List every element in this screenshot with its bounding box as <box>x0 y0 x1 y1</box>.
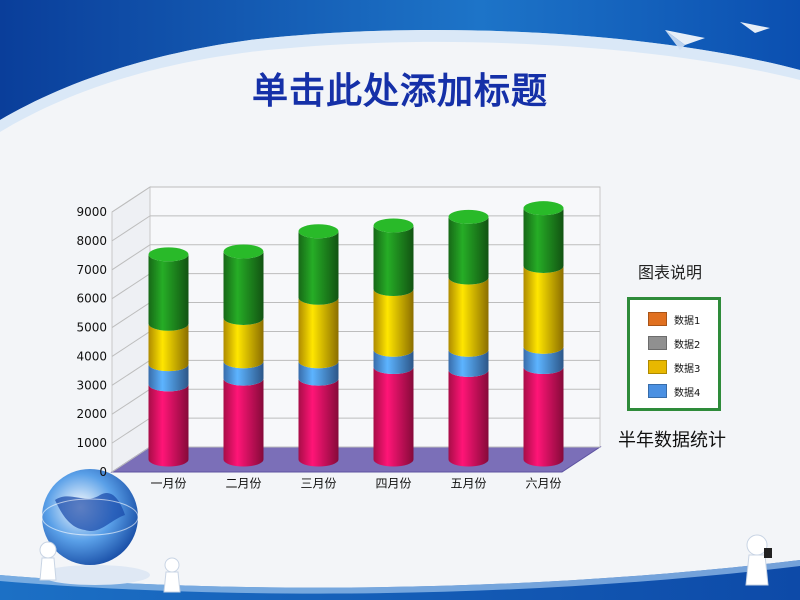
gridline-side <box>111 331 151 357</box>
gridline-side <box>111 244 151 271</box>
x-tick-label: 二月份 <box>225 477 261 491</box>
gridline-side <box>111 273 151 300</box>
figure-right-icon <box>745 534 772 586</box>
legend-label: 数据4 <box>674 387 701 399</box>
bar-segment <box>448 349 489 377</box>
x-tick-label: 五月份 <box>450 477 486 491</box>
bar-segment <box>298 378 339 467</box>
gridline-side <box>111 388 151 415</box>
legend-label: 数据3 <box>674 363 701 375</box>
legend-swatch <box>648 312 667 326</box>
bar-segment <box>523 346 564 375</box>
x-tick-label: 一月份 <box>150 477 186 491</box>
slide-title[interactable]: 单击此处添加标题 <box>251 71 548 112</box>
gridline-side <box>111 186 151 213</box>
bar-segment <box>298 231 339 305</box>
bar-segment <box>148 364 189 392</box>
figure-left-icon <box>39 541 57 581</box>
legend-label: 数据1 <box>674 315 701 327</box>
y-tick-label: 2000 <box>76 407 107 421</box>
y-tick-label: 9000 <box>76 205 107 219</box>
bar-segment <box>298 297 339 369</box>
legend-swatch <box>648 336 667 350</box>
bar-top-cap <box>523 201 564 216</box>
bar-segment <box>523 208 564 273</box>
legend-item: 数据2 <box>648 336 701 351</box>
legend-item: 数据4 <box>648 384 701 399</box>
bar-top-cap <box>448 209 489 224</box>
stats-label: 半年数据统计 <box>618 430 726 451</box>
y-tick-label: 5000 <box>76 321 107 335</box>
legend-swatch <box>648 360 667 374</box>
x-tick-label: 六月份 <box>525 477 561 491</box>
chart-side-wall <box>111 186 151 473</box>
bottom-wave-highlight <box>0 560 800 594</box>
bar-segment <box>523 265 564 354</box>
bar-top-cap <box>223 244 264 259</box>
y-tick-label: 3000 <box>76 378 107 392</box>
legend-item: 数据3 <box>648 360 701 375</box>
globe-icon <box>40 469 150 585</box>
bar-segment <box>448 369 489 467</box>
bar-top-cap <box>298 224 339 239</box>
bar-segment <box>373 289 414 357</box>
y-tick-label: 1000 <box>76 436 107 450</box>
bar-segment <box>223 251 264 325</box>
bar-top-cap <box>373 218 414 233</box>
legend-swatch <box>648 384 667 398</box>
x-tick-label: 三月份 <box>300 477 336 491</box>
gridline-side <box>111 359 151 386</box>
y-tick-label: 7000 <box>76 263 107 277</box>
bar-segment <box>148 384 189 467</box>
bar-segment <box>523 367 564 467</box>
y-tick-label: 6000 <box>76 292 107 306</box>
bar-segment <box>223 361 264 386</box>
legend-label: 数据2 <box>674 339 701 351</box>
bar-segment <box>148 254 189 331</box>
y-tick-label: 8000 <box>76 234 107 248</box>
bar-segment <box>373 367 414 467</box>
top-wave-highlight <box>0 30 800 132</box>
y-tick-label: 0 <box>99 465 107 479</box>
bar-top-cap <box>148 247 189 262</box>
y-tick-label: 4000 <box>76 349 107 363</box>
bar-segment <box>373 349 414 375</box>
bar-segment <box>223 317 264 369</box>
bar-segment <box>373 225 414 297</box>
figure-bottom-icon <box>163 557 181 593</box>
gridline-side <box>111 215 151 242</box>
gridline-side <box>111 302 151 328</box>
gridline-side <box>111 417 151 444</box>
paper-plane-icon <box>665 22 770 50</box>
top-wave-band <box>0 0 800 120</box>
bar-segment <box>298 361 339 386</box>
legend-title: 图表说明 <box>638 263 703 282</box>
legend-box: 数据1 数据2 数据3 数据4 <box>627 297 721 411</box>
bar-segment <box>448 277 489 357</box>
x-tick-label: 四月份 <box>375 477 411 491</box>
bar-segment <box>148 323 189 372</box>
bar-segment <box>223 378 264 467</box>
legend-item: 数据1 <box>648 312 701 327</box>
gridline-side <box>111 446 151 473</box>
bar-segment <box>448 216 489 285</box>
